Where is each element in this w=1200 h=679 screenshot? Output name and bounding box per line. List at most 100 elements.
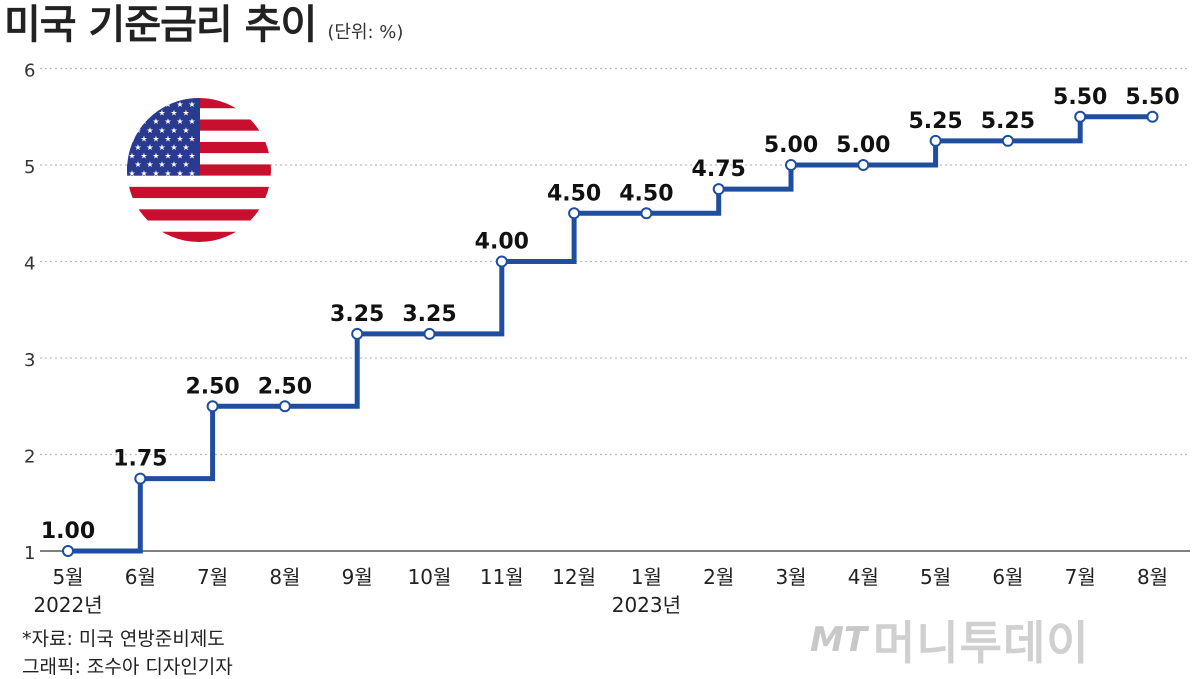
value-label: 5.50	[1125, 85, 1179, 110]
value-label: 1.00	[41, 519, 95, 544]
value-label: 3.25	[402, 302, 456, 327]
data-point	[206, 400, 219, 413]
value-label: 4.50	[547, 181, 601, 206]
y-tick-label: 2	[24, 447, 35, 468]
flag-stripe	[127, 175, 271, 188]
flag-star: ★	[158, 160, 165, 169]
year-label: 2022년	[33, 593, 102, 617]
flag-star: ★	[176, 169, 183, 178]
flag-star: ★	[134, 160, 141, 169]
data-point	[1074, 110, 1087, 123]
flag-star: ★	[182, 109, 189, 118]
flag-star: ★	[128, 152, 135, 161]
data-point	[857, 159, 870, 171]
chart-header: 미국 기준금리 추이 (단위: %)	[4, 0, 403, 50]
data-point	[929, 134, 942, 147]
flag-star: ★	[188, 117, 195, 126]
x-tick-label: 7월	[1065, 565, 1096, 589]
flag-star: ★	[188, 169, 195, 178]
y-tick-label: 1	[24, 543, 35, 564]
x-tick-label: 8월	[269, 565, 300, 589]
value-label: 5.50	[1053, 85, 1107, 110]
flag-star: ★	[158, 126, 165, 135]
publisher-logo: MT 머니투데이	[810, 610, 1090, 670]
x-tick-label: 4월	[848, 565, 879, 589]
data-point	[351, 327, 364, 340]
flag-star: ★	[146, 126, 153, 135]
data-point	[712, 183, 725, 196]
data-point	[640, 207, 653, 220]
x-tick-label: 10월	[408, 565, 452, 589]
flag-star: ★	[152, 169, 159, 178]
data-point	[785, 159, 797, 171]
source-note: *자료: 미국 연방준비제도	[22, 628, 225, 650]
x-tick-label: 11월	[480, 565, 524, 589]
flag-star: ★	[146, 143, 153, 152]
flag-star: ★	[152, 152, 159, 161]
y-tick-label: 4	[24, 254, 35, 275]
flag-star: ★	[140, 134, 147, 143]
flag-star: ★	[152, 100, 159, 109]
value-label: 3.25	[330, 302, 384, 327]
value-label: 5.00	[836, 133, 890, 158]
flag-star: ★	[134, 143, 141, 152]
flag-stripe	[127, 220, 271, 233]
flag-star: ★	[140, 169, 147, 178]
value-label: 4.50	[619, 181, 673, 206]
chart-unit-label: (단위: %)	[327, 22, 404, 43]
flag-star: ★	[188, 100, 195, 109]
value-label: 4.00	[475, 230, 529, 255]
flag-star: ★	[176, 100, 183, 109]
flag-star: ★	[128, 100, 135, 109]
year-label: 2023년	[612, 593, 681, 617]
flag-stripe	[127, 231, 271, 242]
data-point	[134, 472, 147, 485]
y-tick-label: 5	[24, 157, 35, 178]
rate-points	[62, 110, 1159, 557]
x-tick-label: 3월	[775, 565, 806, 589]
flag-star: ★	[140, 100, 147, 109]
flag-star: ★	[152, 117, 159, 126]
flag-star: ★	[176, 152, 183, 161]
flag-star: ★	[164, 169, 171, 178]
flag-star: ★	[140, 152, 147, 161]
flag-star: ★	[134, 109, 141, 118]
x-tick-label: 8월	[1137, 565, 1168, 589]
flag-star: ★	[182, 143, 189, 152]
flag-star: ★	[176, 134, 183, 143]
flag-star: ★	[128, 169, 135, 178]
x-tick-label: 7월	[197, 565, 228, 589]
x-tick-label: 1월	[631, 565, 662, 589]
value-label: 5.00	[764, 133, 818, 158]
flag-stripe	[127, 198, 271, 210]
flag-star: ★	[188, 134, 195, 143]
flag-star: ★	[152, 134, 159, 143]
x-tick-label: 2월	[703, 565, 734, 589]
flag-star: ★	[164, 152, 171, 161]
flag-star: ★	[164, 134, 171, 143]
flag-star: ★	[182, 160, 189, 169]
flag-star: ★	[146, 160, 153, 169]
flag-star: ★	[170, 126, 177, 135]
data-point	[278, 400, 291, 413]
flag-star: ★	[170, 160, 177, 169]
year-labels: 2022년 2023년	[33, 593, 681, 617]
flag-star: ★	[170, 109, 177, 118]
x-tick-labels: 5월 6월 7월 8월 9월 10월 11월 12월 1월 2월 3월 4월 5월 6월 7월 8월	[52, 565, 1168, 589]
flag-star: ★	[188, 152, 195, 161]
x-tick-label: 5월	[52, 565, 83, 589]
flag-star: ★	[170, 143, 177, 152]
data-point	[1001, 134, 1014, 147]
x-tick-label: 12월	[552, 565, 596, 589]
logo-mark: MT	[810, 620, 868, 660]
flag-star: ★	[158, 109, 165, 118]
value-label: 1.75	[113, 447, 167, 472]
data-point	[568, 207, 581, 220]
value-labels: 1.00 1.75 2.50 2.50 3.25 3.25 4.00 4.50 4.50 4.75…	[41, 85, 1180, 544]
grid-lines	[40, 67, 1190, 552]
x-tick-label: 6월	[992, 565, 1023, 589]
value-label: 4.75	[692, 157, 746, 182]
x-tick-label: 9월	[342, 565, 373, 589]
value-label: 2.50	[185, 374, 239, 399]
